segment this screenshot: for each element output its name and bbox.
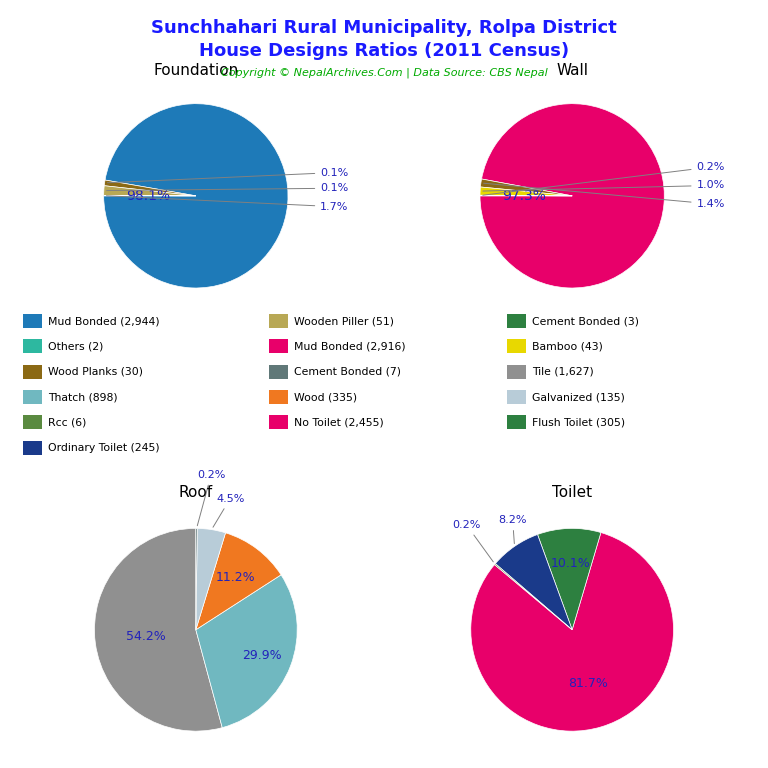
Text: 97.3%: 97.3% [502,189,546,203]
Text: Wooden Piller (51): Wooden Piller (51) [294,316,394,326]
Text: 1.4%: 1.4% [484,184,725,209]
Text: Rcc (6): Rcc (6) [48,417,87,428]
Text: 0.1%: 0.1% [108,167,349,183]
Wedge shape [538,528,601,630]
Text: 0.2%: 0.2% [483,162,725,195]
Wedge shape [196,574,297,727]
Text: 54.2%: 54.2% [126,630,165,643]
Text: 0.1%: 0.1% [107,184,349,194]
Text: Mud Bonded (2,944): Mud Bonded (2,944) [48,316,160,326]
Wedge shape [196,528,197,630]
Text: Others (2): Others (2) [48,341,104,352]
Text: 1.7%: 1.7% [107,196,349,212]
Text: Tile (1,627): Tile (1,627) [532,366,594,377]
Text: Sunchhahari Rural Municipality, Rolpa District: Sunchhahari Rural Municipality, Rolpa Di… [151,19,617,37]
Wedge shape [480,104,664,288]
Text: Flush Toilet (305): Flush Toilet (305) [532,417,625,428]
Wedge shape [481,179,572,196]
Text: 10.1%: 10.1% [550,558,590,571]
Wedge shape [495,535,572,630]
Wedge shape [480,187,572,196]
Text: 4.5%: 4.5% [213,494,244,527]
Wedge shape [104,180,196,196]
Text: 1.0%: 1.0% [483,180,725,191]
Text: Bamboo (43): Bamboo (43) [532,341,603,352]
Text: Thatch (898): Thatch (898) [48,392,118,402]
Wedge shape [196,528,226,630]
Wedge shape [94,528,222,731]
Text: House Designs Ratios (2011 Census): House Designs Ratios (2011 Census) [199,42,569,60]
Text: 8.2%: 8.2% [498,515,527,544]
Text: Mud Bonded (2,916): Mud Bonded (2,916) [294,341,406,352]
Title: Roof: Roof [179,485,213,501]
Text: Copyright © NepalArchives.Com | Data Source: CBS Nepal: Copyright © NepalArchives.Com | Data Sou… [220,68,548,78]
Text: 98.1%: 98.1% [126,189,170,203]
Wedge shape [495,564,572,630]
Text: Cement Bonded (3): Cement Bonded (3) [532,316,639,326]
Text: Galvanized (135): Galvanized (135) [532,392,625,402]
Text: 0.2%: 0.2% [452,520,493,562]
Text: 0.2%: 0.2% [197,470,225,526]
Text: Ordinary Toilet (245): Ordinary Toilet (245) [48,442,160,453]
Text: Cement Bonded (7): Cement Bonded (7) [294,366,401,377]
Text: 29.9%: 29.9% [242,649,282,662]
Title: Wall: Wall [556,63,588,78]
Title: Foundation: Foundation [153,63,239,78]
Text: No Toilet (2,455): No Toilet (2,455) [294,417,384,428]
Text: Wood (335): Wood (335) [294,392,357,402]
Wedge shape [104,186,196,196]
Wedge shape [104,104,288,288]
Text: 11.2%: 11.2% [216,571,256,584]
Title: Toilet: Toilet [552,485,592,501]
Wedge shape [471,532,674,731]
Text: 81.7%: 81.7% [568,677,608,690]
Wedge shape [196,533,281,630]
Text: Wood Planks (30): Wood Planks (30) [48,366,144,377]
